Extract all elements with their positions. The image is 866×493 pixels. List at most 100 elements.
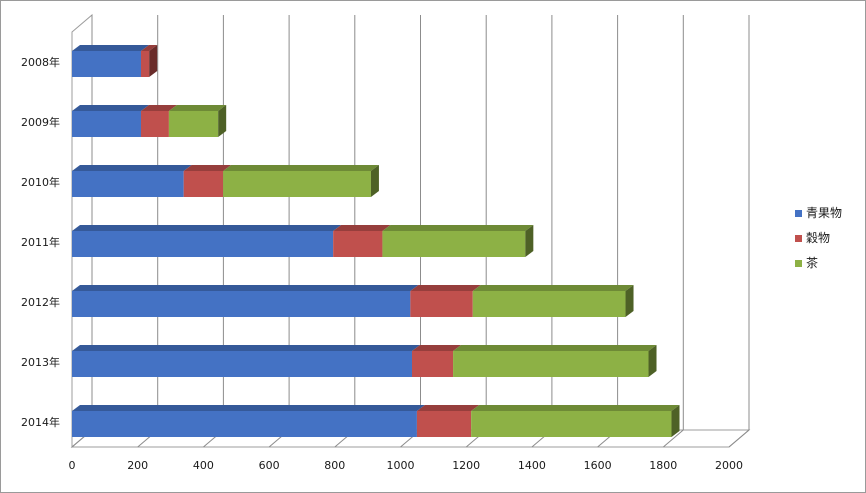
legend-label: 茶 [806,255,818,270]
bar-top-face [140,105,177,111]
x-tick-label: 400 [193,459,214,472]
bar-top-face [410,285,481,291]
bar-segment [471,405,680,437]
bar-top-face [72,225,342,231]
x-tick-label: 200 [127,459,148,472]
bar-front-face [471,411,672,437]
bar-segment [411,345,462,377]
bar-front-face [410,291,473,317]
y-category-label: 2008年 [21,55,60,69]
bar-top-face [72,285,419,291]
bar-segment [140,45,158,77]
bar-end-face [218,105,227,137]
bar-segment [183,165,232,197]
x-tick-label: 600 [259,459,280,472]
x-tick-label: 1400 [518,459,546,472]
bar-top-face [472,285,634,291]
x-tick-label: 0 [69,459,76,472]
bar-front-face [72,111,141,137]
bar-end-face [370,165,379,197]
x-tick-label: 1600 [584,459,612,472]
bar-top-face [471,405,680,411]
bar-top-face [453,345,657,351]
bar-segment [72,405,425,437]
legend-swatch [795,235,802,242]
legend-item: 穀物 [795,231,830,245]
bar-segment [333,225,391,257]
bar-front-face [72,411,417,437]
bar-segment [453,345,657,377]
x-tick-label: 1800 [649,459,677,472]
bar-segment [140,105,177,137]
bar-end-face [648,345,657,377]
bar-top-face [72,105,149,111]
x-tick-label: 1200 [452,459,480,472]
bar-end-face [525,225,534,257]
x-tick-label: 800 [324,459,345,472]
bar-front-face [168,111,219,137]
bar-front-face [382,231,526,257]
bar-front-face [72,171,184,197]
bar-top-face [72,165,192,171]
bar-segment [72,165,192,197]
y-axis-categories: 2008年 2009年 2010年 2011年 2012年 2013年 2014年 [21,55,60,429]
legend-label: 青果物 [806,206,842,220]
bar-end-face [149,45,158,77]
bar-segment [72,285,419,317]
bar-front-face [223,171,371,197]
bar-top-face [382,225,534,231]
legend-label: 穀物 [806,231,830,245]
bar-front-face [140,111,169,137]
y-category-label: 2011年 [21,235,60,249]
bar-segment [410,285,481,317]
bar-top-face [416,405,480,411]
legend-item: 青果物 [795,206,842,220]
bar-segment [72,345,420,377]
bar-segment [168,105,227,137]
bar-top-face [140,45,158,51]
bar-segment [416,405,480,437]
bar-front-face [472,291,626,317]
legend-swatch [795,260,802,267]
floor-gridline [662,429,684,448]
bar-end-face [671,405,680,437]
x-tick-label: 2000 [715,459,743,472]
bar-top-face [223,165,379,171]
bar-top-face [183,165,232,171]
bar-segment [382,225,534,257]
bar-segment [72,45,149,77]
x-tick-label: 1000 [387,459,415,472]
bar-top-face [333,225,391,231]
bar-front-face [333,231,383,257]
legend-item: 茶 [795,255,818,270]
y-category-label: 2012年 [21,295,60,309]
bar-top-face [72,405,425,411]
y-category-label: 2009年 [21,115,60,129]
bar-front-face [453,351,649,377]
bar-top-face [168,105,227,111]
bar-front-face [416,411,472,437]
y-category-label: 2010年 [21,175,60,189]
bar-front-face [183,171,224,197]
bar-segment [472,285,634,317]
bar-end-face [625,285,634,317]
bar-top-face [411,345,462,351]
bars [72,45,680,437]
legend-swatch [795,210,802,217]
bar-front-face [72,291,411,317]
bar-front-face [72,351,412,377]
bar-segment [223,165,379,197]
bar-front-face [72,51,141,77]
bar-segment [72,105,149,137]
floor-gridline [728,429,750,448]
x-axis-ticks: 0 200 400 600 800 1000 1200 1400 1600 1800 2000 [69,459,744,472]
y-category-label: 2014年 [21,415,60,429]
bar-top-face [72,345,420,351]
bar-front-face [140,51,150,77]
y-category-label: 2013年 [21,355,60,369]
bar-top-face [72,45,149,51]
bar-segment [72,225,342,257]
bar-front-face [411,351,454,377]
